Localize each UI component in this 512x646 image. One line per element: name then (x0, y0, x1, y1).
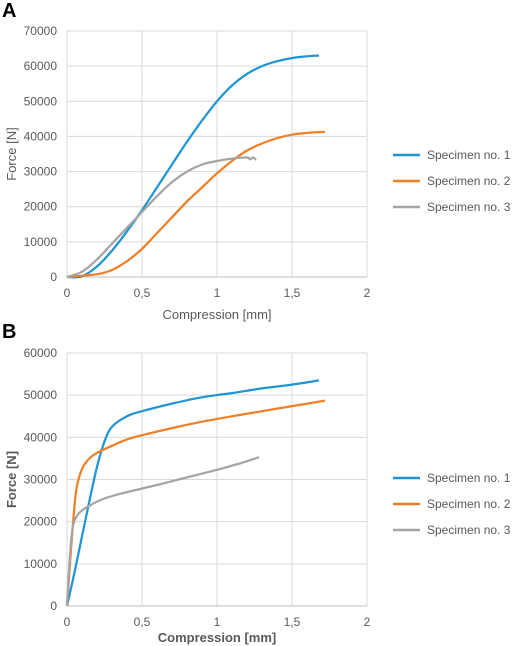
legend-label-1: Specimen no. 1 (427, 148, 511, 162)
legend-label-2: Specimen no. 2 (427, 174, 511, 188)
legend-label-1: Specimen no. 1 (427, 471, 511, 485)
y-tick-label: 40000 (24, 430, 58, 444)
series-line-1 (65, 379, 320, 607)
y-tick-label: 60000 (24, 59, 58, 73)
y-tick-label: 20000 (24, 200, 58, 214)
y-tick-label: 0 (50, 270, 57, 284)
x-tick-label: 1 (214, 615, 221, 629)
y-tick-label: 10000 (24, 557, 58, 571)
series-line-1 (66, 54, 320, 279)
y-tick-label: 50000 (24, 388, 58, 402)
series-line-2 (65, 399, 326, 607)
y-tick-label: 40000 (24, 129, 58, 143)
series-line-3 (66, 156, 257, 279)
x-tick-label: 1,5 (284, 615, 301, 629)
y-tick-label: 70000 (24, 24, 58, 38)
y-axis-title: Force [N] (4, 451, 19, 508)
series-line-2 (66, 130, 326, 279)
x-axis-title: Compression [mm] (158, 630, 276, 645)
x-tick-label: 2 (364, 615, 371, 629)
y-tick-label: 20000 (24, 515, 58, 529)
panel-label-a: A (2, 0, 17, 22)
y-tick-label: 30000 (24, 165, 58, 179)
x-tick-label: 0 (64, 615, 71, 629)
y-tick-label: 10000 (24, 235, 58, 249)
panel-label-b: B (2, 321, 17, 343)
y-tick-label: 0 (50, 599, 57, 613)
y-tick-label: 30000 (24, 473, 58, 487)
x-tick-label: 1 (214, 286, 221, 300)
legend-label-2: Specimen no. 2 (427, 497, 511, 511)
y-tick-label: 50000 (24, 94, 58, 108)
force-compression-chart-b: 0 10000 20000 30000 40000 50000 60000 0 0,5 1 1,5 2… (4, 346, 511, 645)
force-compression-chart-a: 0 10000 20000 30000 40000 50000 60000 70000 0 0,5… (4, 24, 511, 322)
series-line-3 (65, 456, 260, 607)
legend-label-3: Specimen no. 3 (427, 200, 511, 214)
legend-label-3: Specimen no. 3 (427, 523, 511, 537)
y-axis-title: Force [N] (4, 127, 19, 180)
x-tick-label: 1,5 (284, 286, 301, 300)
x-tick-label: 0 (64, 286, 71, 300)
x-tick-label: 2 (364, 286, 371, 300)
x-axis-title: Compression [mm] (162, 307, 271, 322)
x-tick-label: 0,5 (134, 615, 151, 629)
y-tick-label: 60000 (24, 346, 58, 360)
x-tick-label: 0,5 (134, 286, 151, 300)
